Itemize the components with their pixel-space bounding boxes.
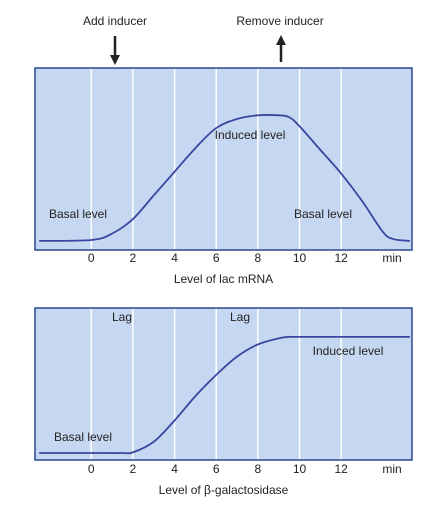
x-tick-label: 10 — [293, 251, 307, 265]
x-axis-label: Level of lac mRNA — [174, 272, 273, 286]
x-axis-label: Level of β-galactosidase — [159, 483, 289, 497]
x-tick-label: 12 — [335, 462, 349, 476]
annotation: Lag — [112, 310, 132, 324]
curve — [39, 335, 410, 455]
x-tick-label: 10 — [293, 462, 307, 476]
x-tick-label: 6 — [213, 251, 220, 265]
annotation: Basal level — [49, 207, 107, 221]
panel — [34, 307, 413, 461]
annotation: Add inducer — [83, 14, 147, 28]
annotation: Basal level — [54, 430, 112, 444]
x-tick-label: 2 — [130, 462, 137, 476]
annotation: Remove inducer — [236, 14, 323, 28]
annotation: Induced level — [215, 128, 286, 142]
x-tick-label: 2 — [130, 251, 137, 265]
x-tick-label: 0 — [88, 251, 95, 265]
x-unit: min — [382, 251, 401, 265]
x-tick-label: 0 — [88, 462, 95, 476]
x-tick-label: 8 — [255, 462, 262, 476]
curve — [39, 114, 411, 242]
x-tick-label: 4 — [171, 251, 178, 265]
x-unit: min — [382, 462, 401, 476]
annotation: Lag — [230, 310, 250, 324]
x-tick-label: 8 — [255, 251, 262, 265]
x-tick-label: 6 — [213, 462, 220, 476]
panel — [34, 67, 413, 251]
x-tick-label: 4 — [171, 462, 178, 476]
annotation: Basal level — [294, 207, 352, 221]
x-tick-label: 12 — [335, 251, 349, 265]
annotation: Induced level — [313, 344, 384, 358]
